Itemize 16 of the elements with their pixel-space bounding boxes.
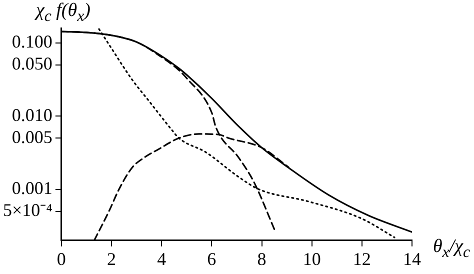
- x-tick-label: 0: [56, 248, 66, 269]
- x-tick-label: 6: [207, 248, 216, 269]
- y-tick-label: 0.050: [12, 54, 52, 74]
- y-tick-label: 0.010: [12, 104, 52, 125]
- y-tick-label: 0.001: [12, 178, 52, 198]
- x-tick-label: 4: [157, 248, 166, 269]
- x-axis-title: θ$_{x}$/χ$_{c}$: [432, 236, 470, 262]
- y-tick-label: 5×10⁻⁴: [2, 200, 52, 220]
- y-axis-title: χ$_{c}$ f(θ$_{x}$): [36, 0, 90, 26]
- x-tick-label: 14: [403, 248, 421, 269]
- x-tick-label: 2: [107, 248, 116, 269]
- y-tick-label: 0.005: [12, 126, 52, 147]
- x-tick-label: 8: [257, 248, 266, 269]
- x-tick-label: 10: [302, 248, 321, 269]
- x-tick-label: 12: [352, 248, 371, 269]
- y-tick-label: 0.100: [12, 32, 52, 52]
